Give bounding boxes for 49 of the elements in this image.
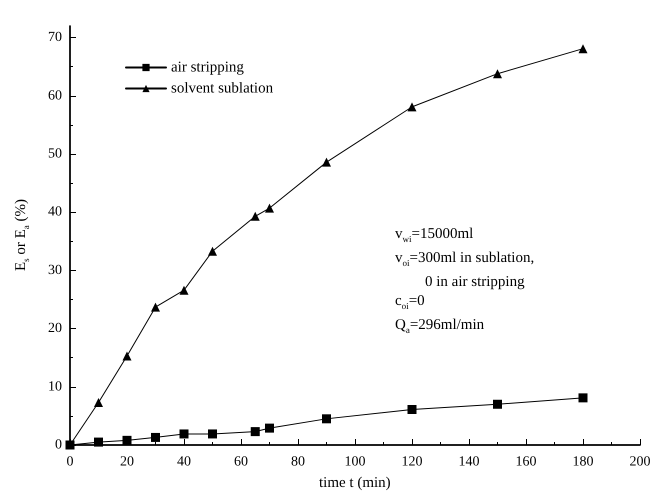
y-tick-label: 50	[48, 146, 62, 162]
annotation: v$_{wi}$=15000ml	[395, 225, 474, 246]
legend-label: air stripping	[171, 60, 244, 76]
x-tick-label: 20	[120, 454, 134, 470]
point	[408, 102, 416, 112]
point	[94, 398, 103, 408]
point	[94, 438, 103, 447]
x-tick-label: 0	[66, 454, 74, 470]
x-axis-title: time t (min)	[319, 475, 391, 492]
x-tick-label: 100	[344, 454, 366, 470]
annotation: c$_{oi}$=0	[395, 292, 426, 313]
point	[322, 158, 331, 167]
point	[151, 302, 160, 312]
point	[122, 436, 132, 445]
point	[493, 69, 502, 78]
annotation: Q$_{a}$=296ml/min	[395, 316, 486, 337]
legend-label: solvent sublation	[171, 80, 274, 96]
point	[408, 405, 416, 414]
x-tick-label: 160	[516, 454, 536, 470]
y-tick-label: 30	[48, 262, 62, 278]
x-tick-label: 120	[402, 454, 422, 470]
point	[265, 424, 274, 433]
y-tick-label: 60	[48, 88, 62, 104]
point	[180, 286, 188, 295]
x-tick-label: 180	[572, 454, 594, 470]
x-tick-label: 60	[234, 454, 248, 470]
point	[208, 429, 217, 438]
point	[180, 429, 188, 438]
y-tick-label: 40	[48, 204, 62, 220]
annotation: 0 in air stripping	[424, 273, 526, 292]
y-tick-label: 70	[48, 30, 62, 46]
point	[493, 400, 502, 409]
x-tick-label: 200	[630, 454, 650, 470]
x-tick-label: 40	[177, 454, 191, 470]
annotation: v$_{oi}$=300ml in sublation,	[395, 249, 534, 270]
point	[151, 432, 160, 442]
point	[322, 414, 331, 424]
point	[578, 393, 588, 402]
y-tick-label: 10	[48, 379, 62, 394]
point	[265, 204, 274, 213]
point	[122, 351, 132, 360]
x-tick-label: 140	[458, 454, 480, 470]
point	[250, 212, 260, 221]
y-tick-label: 20	[48, 321, 62, 336]
point	[578, 44, 588, 54]
point	[250, 427, 260, 436]
point	[208, 246, 217, 256]
x-tick-label: 80	[291, 454, 305, 470]
y-tick-label: 0	[55, 438, 62, 452]
